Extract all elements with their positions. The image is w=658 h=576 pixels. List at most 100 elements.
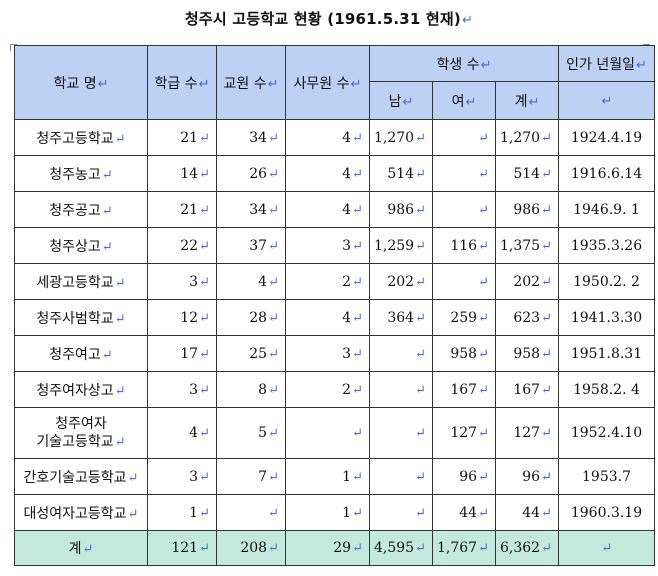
table-row: 청주농고↵ 14↵ 26↵ 4↵ 514↵ ↵ 514↵ 1916.6.14	[14, 155, 655, 192]
cell-approval: 1952.4.10	[558, 407, 655, 459]
header-school: 학교 명↵	[14, 45, 148, 120]
cell-female: 167↵	[432, 371, 496, 408]
header-classes: 학급 수↵	[147, 45, 217, 120]
total-label: 계↵	[14, 530, 148, 566]
table-row: 청주여자 기술고등학교↵ 4↵ 5↵ ↵ ↵ 127↵ 127↵ 1952.4.10	[14, 407, 655, 459]
cell-classes: 1↵	[147, 494, 217, 531]
cell-school: 청주여고↵	[14, 335, 148, 372]
table-row: 청주여자상고↵ 3↵ 8↵ 2↵ ↵ 167↵ 167↵ 1958.2. 4	[14, 371, 655, 408]
cell-sum: 44↵	[495, 494, 559, 531]
crop-mark-left	[10, 44, 17, 51]
cell-staff: 4↵	[285, 191, 370, 228]
table-row: 청주고등학교↵ 21↵ 34↵ 4↵ 1,270↵ ↵ 1,270↵ 1924.4.19	[14, 119, 655, 156]
cell-sum: 202↵	[495, 263, 559, 300]
cell-staff: 2↵	[285, 371, 370, 408]
cell-teachers: 25↵	[216, 335, 286, 372]
cell-staff: 4↵	[285, 299, 370, 336]
table-row: 대성여자고등학교↵ 1↵ ↵ 1↵ ↵ 44↵ 44↵ 1960.3.19	[14, 494, 655, 531]
cell-classes: 21↵	[147, 119, 217, 156]
total-sum: 6,362↵	[495, 530, 559, 566]
cell-teachers: 5↵	[216, 407, 286, 459]
cell-female: ↵	[432, 119, 496, 156]
cell-teachers: 7↵	[216, 458, 286, 495]
cell-school: 간호기술고등학교↵	[14, 458, 148, 495]
cell-staff: 4↵	[285, 155, 370, 192]
header-approval-blank: ↵	[558, 81, 655, 120]
cell-sum: 1,270↵	[495, 119, 559, 156]
cell-female: ↵	[432, 155, 496, 192]
cell-sum: 167↵	[495, 371, 559, 408]
cell-sum: 127↵	[495, 407, 559, 459]
cell-teachers: 8↵	[216, 371, 286, 408]
cell-male: ↵	[369, 458, 433, 495]
cell-staff: 3↵	[285, 335, 370, 372]
cell-staff: 3↵	[285, 227, 370, 264]
cell-school: 청주여자 기술고등학교↵	[14, 407, 148, 459]
cell-teachers: 37↵	[216, 227, 286, 264]
header-sum: 계↵	[495, 81, 559, 120]
cell-female: 96↵	[432, 458, 496, 495]
cell-staff: 1↵	[285, 458, 370, 495]
cell-sum: 514↵	[495, 155, 559, 192]
cell-male: ↵	[369, 335, 433, 372]
cell-approval: 1950.2. 2	[558, 263, 655, 300]
cell-female: 958↵	[432, 335, 496, 372]
table-row: 청주상고↵ 22↵ 37↵ 3↵ 1,259↵ 116↵ 1,375↵ 1935.3.26	[14, 227, 655, 264]
cell-teachers: 34↵	[216, 191, 286, 228]
cell-approval: 1924.4.19	[558, 119, 655, 156]
total-approval: ↵	[558, 530, 655, 566]
cell-sum: 623↵	[495, 299, 559, 336]
cell-approval: 1951.8.31	[558, 335, 655, 372]
cell-approval: 1941.3.30	[558, 299, 655, 336]
cell-male: ↵	[369, 494, 433, 531]
cell-classes: 12↵	[147, 299, 217, 336]
cell-school: 대성여자고등학교↵	[14, 494, 148, 531]
cell-teachers: ↵	[216, 494, 286, 531]
table-body: 청주고등학교↵ 21↵ 34↵ 4↵ 1,270↵ ↵ 1,270↵ 1924.4.19 청주농…	[14, 119, 655, 531]
cell-school: 청주공고↵	[14, 191, 148, 228]
school-status-table: 학교 명↵ 학급 수↵ 교원 수↵ 사무원 수↵ 학생 수↵ 인가 년월일↵ 남…	[14, 45, 655, 566]
cell-approval: 1935.3.26	[558, 227, 655, 264]
cell-female: 259↵	[432, 299, 496, 336]
total-staff: 29↵	[285, 530, 370, 566]
header-teachers: 교원 수↵	[216, 45, 286, 120]
cell-sum: 1,375↵	[495, 227, 559, 264]
cell-male: 1,259↵	[369, 227, 433, 264]
header-row-2: 남↵ 여↵ 계↵ ↵	[15, 81, 655, 120]
cell-school: 세광고등학교↵	[14, 263, 148, 300]
total-female: 1,767↵	[432, 530, 496, 566]
cell-staff: 2↵	[285, 263, 370, 300]
cell-staff: 1↵	[285, 494, 370, 531]
cell-classes: 22↵	[147, 227, 217, 264]
cell-female: 44↵	[432, 494, 496, 531]
table-row: 청주여고↵ 17↵ 25↵ 3↵ ↵ 958↵ 958↵ 1951.8.31	[14, 335, 655, 372]
cell-teachers: 34↵	[216, 119, 286, 156]
cell-sum: 986↵	[495, 191, 559, 228]
header-approval: 인가 년월일↵	[558, 45, 655, 82]
cell-female: 116↵	[432, 227, 496, 264]
header-male: 남↵	[369, 81, 433, 120]
total-teachers: 208↵	[216, 530, 286, 566]
title-text: 청주시 고등학교 현황 (1961.5.31 현재)	[184, 10, 461, 28]
cell-male: 1,270↵	[369, 119, 433, 156]
cell-classes: 3↵	[147, 263, 217, 300]
cell-approval: 1960.3.19	[558, 494, 655, 531]
cell-classes: 4↵	[147, 407, 217, 459]
cell-approval: 1953.7	[558, 458, 655, 495]
total-classes: 121↵	[147, 530, 217, 566]
cell-school: 청주사범학교↵	[14, 299, 148, 336]
table-row: 세광고등학교↵ 3↵ 4↵ 2↵ 202↵ ↵ 202↵ 1950.2. 2	[14, 263, 655, 300]
table-row: 청주사범학교↵ 12↵ 28↵ 4↵ 364↵ 259↵ 623↵ 1941.3.30	[14, 299, 655, 336]
cell-female: ↵	[432, 263, 496, 300]
cell-school: 청주여자상고↵	[14, 371, 148, 408]
cell-teachers: 4↵	[216, 263, 286, 300]
cell-approval: 1958.2. 4	[558, 371, 655, 408]
cell-male: ↵	[369, 407, 433, 459]
cell-staff: 4↵	[285, 119, 370, 156]
cell-school: 청주고등학교↵	[14, 119, 148, 156]
cell-classes: 3↵	[147, 371, 217, 408]
header-row-1: 학교 명↵ 학급 수↵ 교원 수↵ 사무원 수↵ 학생 수↵ 인가 년월일↵	[14, 45, 655, 120]
cell-male: 202↵	[369, 263, 433, 300]
cell-classes: 21↵	[147, 191, 217, 228]
table-row: 청주공고↵ 21↵ 34↵ 4↵ 986↵ ↵ 986↵ 1946.9. 1	[14, 191, 655, 228]
